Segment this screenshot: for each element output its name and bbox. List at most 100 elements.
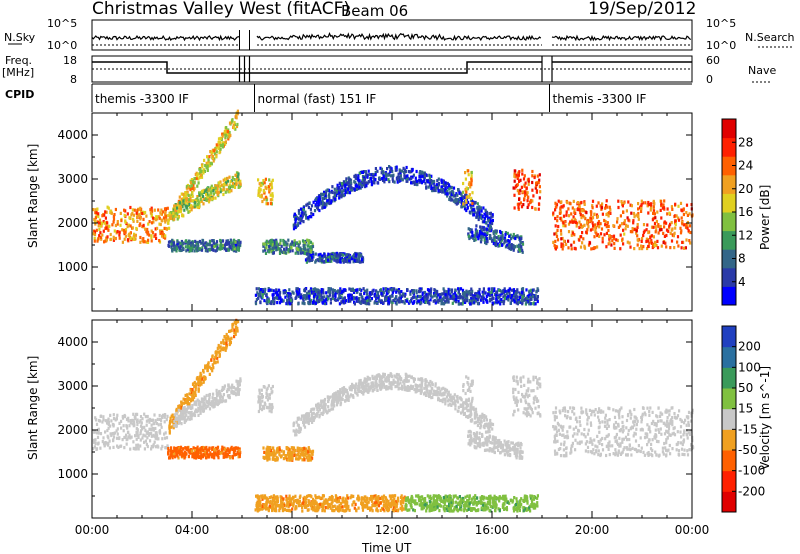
data-cell <box>271 243 274 247</box>
data-cell <box>666 207 669 211</box>
data-cell <box>109 232 112 237</box>
data-cell <box>303 241 306 245</box>
data-cell <box>264 195 267 199</box>
data-cell <box>460 205 464 209</box>
data-cell <box>522 203 525 207</box>
data-cell <box>340 190 343 194</box>
data-cell <box>307 248 310 252</box>
data-cell <box>276 301 279 305</box>
data-cell <box>137 447 140 451</box>
data-cell <box>393 180 396 184</box>
data-cell <box>458 197 462 201</box>
data-cell <box>504 233 507 237</box>
data-cell <box>424 296 427 301</box>
data-cell <box>168 226 171 230</box>
data-cell <box>219 140 222 145</box>
nsky-label: N.Sky <box>4 31 36 44</box>
data-cell <box>297 251 300 255</box>
data-cell <box>228 242 231 246</box>
data-cell <box>534 186 537 190</box>
data-cell <box>284 290 287 295</box>
data-cell <box>502 302 505 306</box>
data-cell <box>428 302 431 306</box>
data-cell <box>129 447 132 451</box>
data-cell <box>522 291 525 295</box>
data-cell <box>328 197 331 201</box>
data-cell <box>289 249 292 253</box>
data-cell <box>226 179 229 183</box>
data-cell <box>583 202 586 206</box>
data-cell <box>452 194 455 198</box>
data-cell <box>480 238 483 242</box>
data-cell <box>339 183 342 187</box>
data-cell <box>500 238 503 242</box>
data-cell <box>464 177 467 181</box>
data-cell <box>307 216 310 220</box>
data-cell <box>104 430 107 434</box>
data-cell <box>502 291 506 295</box>
data-cell <box>633 227 636 232</box>
data-cell <box>328 194 331 198</box>
data-cell <box>483 212 486 216</box>
data-cell <box>226 394 230 398</box>
data-cell <box>201 240 204 244</box>
data-cell <box>353 187 356 191</box>
data-cell <box>129 224 132 228</box>
data-cell <box>575 220 578 225</box>
data-cell <box>348 287 351 291</box>
data-cell <box>125 424 128 428</box>
data-cell <box>357 255 360 259</box>
nsearch-label: N.Search <box>745 31 795 44</box>
data-cell <box>331 288 335 292</box>
data-cell <box>591 206 594 210</box>
data-cell <box>467 195 470 199</box>
date-label: 19/Sep/2012 <box>588 0 696 19</box>
data-cell <box>397 172 400 176</box>
data-cell <box>686 213 689 217</box>
data-cell <box>222 348 225 352</box>
data-cell <box>586 221 589 225</box>
data-cell <box>334 298 337 302</box>
data-cell <box>470 174 473 178</box>
data-cell <box>446 181 449 186</box>
data-cell <box>269 242 272 246</box>
data-cell <box>531 180 534 185</box>
data-cell <box>186 393 189 397</box>
data-cell <box>512 298 516 302</box>
data-cell <box>189 406 193 410</box>
data-cell <box>274 290 278 294</box>
data-cell <box>441 292 444 296</box>
data-cell <box>446 194 449 198</box>
data-cell <box>149 208 152 212</box>
data-cell <box>225 332 228 337</box>
data-cell <box>519 178 522 182</box>
data-cell <box>221 395 224 400</box>
data-cell <box>150 444 153 449</box>
data-cell <box>584 217 587 221</box>
data-cell <box>213 402 216 406</box>
data-cell <box>335 193 338 197</box>
data-cell <box>508 245 511 249</box>
data-cell <box>228 135 231 139</box>
data-cell <box>482 206 485 210</box>
data-cell <box>499 302 502 306</box>
data-cell <box>184 241 187 245</box>
data-cell <box>514 292 517 296</box>
data-cell <box>324 299 327 303</box>
data-cell <box>668 211 671 215</box>
data-cell <box>107 426 110 430</box>
data-cell <box>500 298 503 302</box>
data-cell <box>178 247 181 251</box>
data-cell <box>674 202 677 206</box>
data-cell <box>345 259 348 263</box>
data-cell <box>504 289 507 293</box>
data-cell <box>386 296 389 301</box>
data-cell <box>343 296 346 300</box>
data-cell <box>555 245 559 249</box>
data-cell <box>483 216 486 220</box>
data-cell <box>589 228 592 232</box>
data-cell <box>485 294 488 298</box>
data-cell <box>303 302 306 306</box>
data-cell <box>479 225 482 229</box>
data-cell <box>139 235 142 240</box>
